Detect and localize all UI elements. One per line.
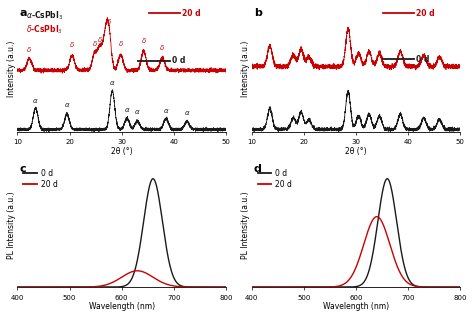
Text: δ: δ bbox=[118, 41, 123, 47]
Text: α: α bbox=[33, 98, 38, 104]
Point bbox=[200, 27, 206, 31]
Y-axis label: Intensity (a.u.): Intensity (a.u.) bbox=[241, 41, 250, 97]
Text: a: a bbox=[19, 8, 27, 18]
Text: 0 d: 0 d bbox=[417, 55, 430, 64]
Point bbox=[201, 27, 206, 31]
Y-axis label: PL Intensity (a.u.): PL Intensity (a.u.) bbox=[7, 191, 16, 259]
Text: δ: δ bbox=[70, 42, 74, 48]
Text: 20 d: 20 d bbox=[417, 9, 435, 18]
Text: δ: δ bbox=[107, 19, 111, 25]
Text: 0 d: 0 d bbox=[172, 56, 185, 65]
Text: δ: δ bbox=[142, 38, 146, 44]
X-axis label: Wavelength (nm): Wavelength (nm) bbox=[323, 302, 389, 311]
Text: 20 d: 20 d bbox=[182, 9, 201, 18]
Text: δ: δ bbox=[27, 47, 31, 53]
Text: α: α bbox=[164, 108, 168, 114]
Y-axis label: Intensity (a.u.): Intensity (a.u.) bbox=[7, 41, 16, 97]
Text: d: d bbox=[254, 164, 262, 174]
Text: α: α bbox=[110, 80, 115, 86]
Text: α: α bbox=[135, 109, 140, 115]
X-axis label: Wavelength (nm): Wavelength (nm) bbox=[89, 302, 155, 311]
Text: δ: δ bbox=[92, 41, 97, 47]
Text: $\delta$-CsPbI$_3$: $\delta$-CsPbI$_3$ bbox=[26, 23, 63, 36]
Text: α: α bbox=[125, 107, 129, 113]
Legend: 0 d, 20 d: 0 d, 20 d bbox=[21, 166, 60, 191]
Text: α: α bbox=[185, 110, 189, 116]
X-axis label: 2θ (°): 2θ (°) bbox=[345, 147, 367, 156]
Text: α: α bbox=[64, 102, 69, 108]
Legend: 0 d, 20 d: 0 d, 20 d bbox=[255, 166, 294, 191]
X-axis label: 2θ (°): 2θ (°) bbox=[111, 147, 133, 156]
Text: c: c bbox=[19, 164, 26, 174]
Text: $\alpha$-CsPbI$_3$: $\alpha$-CsPbI$_3$ bbox=[26, 10, 63, 22]
Point bbox=[201, 67, 206, 71]
Text: b: b bbox=[254, 8, 262, 18]
Y-axis label: PL Intensity (a.u.): PL Intensity (a.u.) bbox=[241, 191, 250, 259]
Text: δ: δ bbox=[160, 45, 164, 51]
Text: δ: δ bbox=[98, 37, 102, 43]
Point bbox=[200, 67, 206, 71]
